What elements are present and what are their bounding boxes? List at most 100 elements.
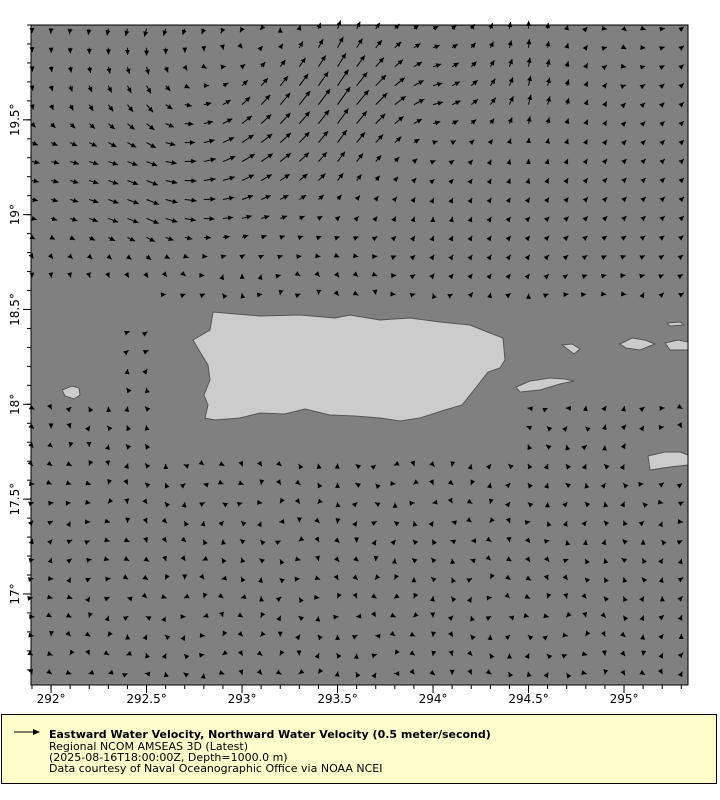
velocity-vector <box>47 403 53 410</box>
velocity-vector <box>432 82 443 87</box>
velocity-vector <box>678 120 685 127</box>
velocity-vector <box>581 274 588 280</box>
velocity-vector <box>639 406 645 413</box>
velocity-vector <box>390 480 396 486</box>
velocity-vector <box>87 85 93 93</box>
velocity-vector <box>545 117 551 124</box>
velocity-vector <box>470 538 477 544</box>
velocity-vector <box>658 521 663 528</box>
velocity-vector <box>488 41 494 48</box>
velocity-vector <box>640 215 646 222</box>
velocity-vector <box>565 611 572 618</box>
velocity-vector <box>659 26 665 32</box>
velocity-vector <box>46 460 53 467</box>
velocity-vector <box>487 292 493 299</box>
velocity-vector <box>48 500 54 506</box>
velocity-vector <box>353 215 360 222</box>
velocity-vector <box>658 424 665 430</box>
velocity-vector <box>371 271 378 277</box>
velocity-vector <box>451 120 459 126</box>
velocity-vector <box>526 116 532 124</box>
velocity-vector <box>601 235 608 241</box>
velocity-vector <box>470 119 477 125</box>
velocity-vector <box>658 614 665 621</box>
velocity-vector <box>314 653 320 659</box>
velocity-vector <box>141 331 148 337</box>
velocity-vector <box>315 616 321 622</box>
velocity-vector <box>505 482 511 489</box>
velocity-vector <box>318 194 325 201</box>
velocity-vector <box>278 43 284 50</box>
x-tick-label: 293.5° <box>317 692 357 706</box>
velocity-vector <box>259 24 266 31</box>
velocity-vector <box>201 46 207 52</box>
velocity-vector <box>583 81 589 87</box>
velocity-vector <box>203 235 211 241</box>
velocity-vector <box>298 73 309 86</box>
velocity-vector <box>639 273 645 279</box>
velocity-vector <box>392 176 399 183</box>
velocity-vector <box>544 158 550 165</box>
velocity-vector <box>526 137 531 144</box>
velocity-vector <box>69 216 78 222</box>
velocity-vector <box>562 426 568 432</box>
velocity-vector <box>69 235 76 241</box>
velocity-vector <box>298 463 304 470</box>
velocity-vector <box>505 235 512 242</box>
x-tick-label: 295° <box>610 692 639 706</box>
velocity-vector <box>563 235 569 242</box>
velocity-vector <box>107 498 114 504</box>
velocity-vector <box>409 631 416 637</box>
velocity-vector <box>352 521 358 527</box>
velocity-vector <box>163 671 169 678</box>
velocity-vector <box>583 62 589 69</box>
velocity-vector <box>485 463 492 470</box>
velocity-vector <box>601 25 608 31</box>
velocity-vector <box>468 139 475 146</box>
velocity-vector <box>582 44 588 51</box>
velocity-vector <box>543 463 549 470</box>
velocity-vector <box>582 539 588 546</box>
velocity-vector <box>46 669 53 675</box>
velocity-vector <box>146 104 154 113</box>
velocity-vector <box>581 670 587 675</box>
velocity-vector <box>240 293 246 299</box>
velocity-vector <box>260 234 267 240</box>
velocity-vector <box>298 597 304 603</box>
velocity-vector <box>68 441 74 448</box>
velocity-vector <box>298 57 306 68</box>
velocity-vector <box>144 463 151 469</box>
velocity-vector <box>105 47 111 55</box>
velocity-vector <box>142 574 149 581</box>
velocity-vector <box>165 179 178 185</box>
velocity-vector <box>31 159 40 165</box>
velocity-vector <box>486 254 492 261</box>
velocity-vector <box>394 671 400 677</box>
velocity-vector <box>47 442 54 448</box>
velocity-vector <box>333 574 339 581</box>
velocity-vector <box>544 216 550 223</box>
velocity-vector <box>203 613 209 618</box>
x-tick-label: 294° <box>419 692 448 706</box>
velocity-vector <box>543 235 550 242</box>
velocity-vector <box>467 273 473 280</box>
velocity-vector <box>526 39 532 48</box>
velocity-vector <box>676 482 683 489</box>
velocity-vector <box>103 556 110 562</box>
velocity-vector <box>180 614 186 620</box>
velocity-vector <box>260 611 266 618</box>
velocity-vector <box>351 634 358 640</box>
velocity-vector <box>601 64 608 71</box>
velocity-vector <box>394 59 404 68</box>
velocity-vector <box>203 101 212 107</box>
velocity-vector <box>658 235 665 241</box>
velocity-vector <box>314 517 320 524</box>
y-tick-label: 18.5° <box>8 293 22 326</box>
small-island-ne <box>665 321 686 327</box>
velocity-vector <box>334 235 340 241</box>
velocity-vector <box>200 520 206 527</box>
velocity-vector <box>260 194 272 200</box>
velocity-vector <box>334 271 340 278</box>
velocity-vector <box>543 254 550 261</box>
velocity-vector <box>256 499 263 505</box>
